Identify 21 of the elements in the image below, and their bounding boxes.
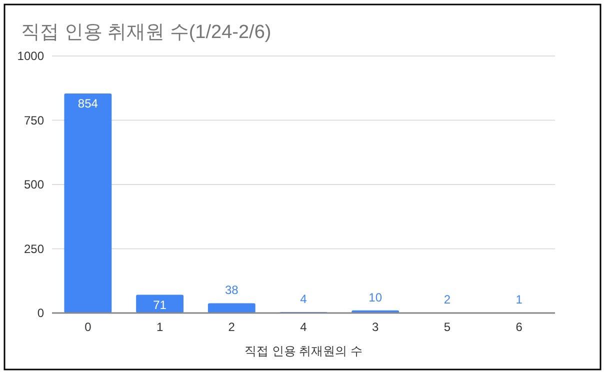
x-tick-label: 5 [444, 320, 451, 334]
data-label: 4 [300, 292, 308, 306]
x-tick-label: 6 [516, 320, 523, 334]
x-tick-label: 2 [228, 320, 236, 334]
data-label: 71 [153, 298, 167, 312]
data-label: 10 [368, 290, 382, 304]
y-tick-label: 0 [37, 306, 44, 320]
data-label: 1 [516, 292, 523, 307]
data-label: 2 [444, 292, 451, 306]
x-tick-label: 1 [156, 320, 164, 334]
x-tick-label: 4 [300, 320, 308, 334]
x-tick-label: 3 [372, 320, 380, 334]
y-tick-label: 500 [24, 178, 44, 192]
x-tick-label: 0 [84, 320, 92, 334]
x-axis-title: 직접 인용 취재원의 수 [244, 344, 363, 358]
data-label: 38 [224, 283, 239, 298]
y-tick-label: 750 [24, 113, 44, 128]
data-label: 854 [78, 96, 98, 111]
chart-title: 직접 인용 취재원 수(1/24-2/6) [21, 22, 272, 43]
y-tick-label: 1000 [17, 49, 44, 63]
y-tick-label: 250 [24, 242, 44, 256]
